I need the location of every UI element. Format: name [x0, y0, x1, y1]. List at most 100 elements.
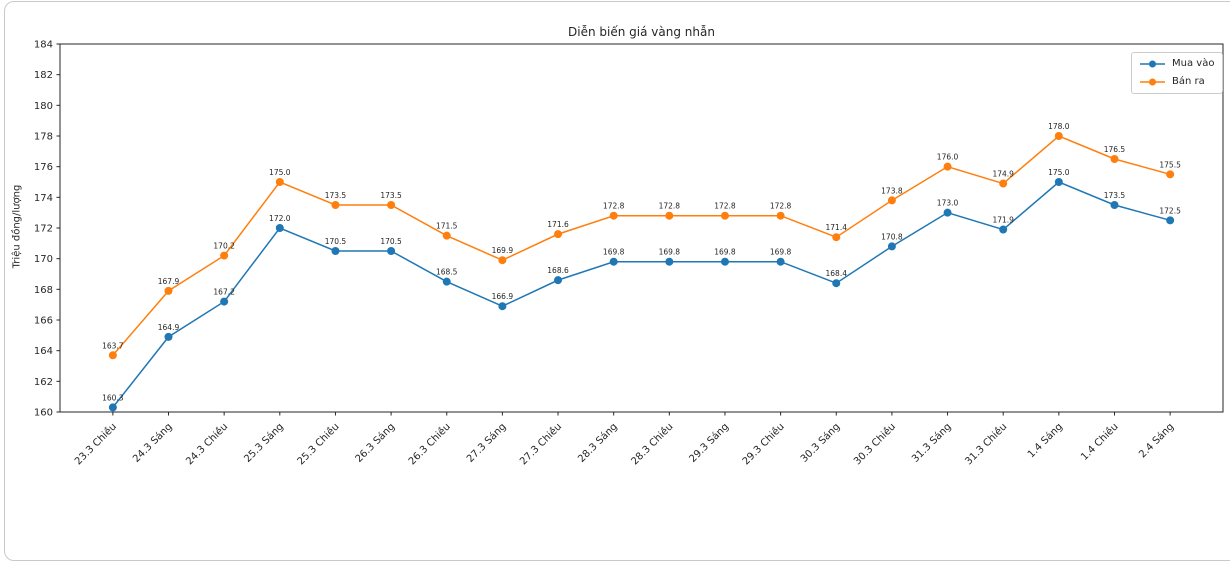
- line-chart: 160 162 164 166 168 170 172 174 176 178 180 182 184 2…: [34, 40, 1224, 468]
- x-tick-label: 28.3 Chiều: [629, 421, 676, 468]
- point-label: 175.5: [1159, 160, 1181, 169]
- data-point: [108, 351, 117, 360]
- data-point: [220, 251, 229, 260]
- point-label: 170.5: [325, 237, 347, 246]
- data-point: [1054, 132, 1063, 140]
- y-tick-label: 170: [34, 254, 53, 265]
- y-tick-label: 160: [34, 408, 53, 419]
- x-tick-label: 26.3 Sáng: [353, 421, 397, 465]
- point-label: 168.6: [547, 266, 569, 275]
- data-point: [164, 332, 173, 341]
- point-label: 171.9: [992, 216, 1014, 225]
- data-point: [275, 224, 284, 232]
- y-tick-label: 168: [34, 285, 53, 296]
- point-label: 172.8: [603, 202, 625, 211]
- point-label: 173.5: [325, 191, 347, 200]
- point-label: 169.8: [603, 248, 625, 257]
- data-point: [609, 211, 618, 220]
- y-tick-label: 182: [34, 70, 53, 81]
- x-tick-label: 25.3 Sáng: [242, 421, 286, 465]
- x-tick-label: 2.4 Sáng: [1136, 421, 1176, 461]
- point-label: 166.9: [492, 292, 514, 301]
- data-point: [943, 208, 952, 217]
- point-label: 169.9: [492, 246, 514, 255]
- x-tick-label: 29.3 Chiều: [740, 421, 787, 468]
- data-point: [275, 178, 284, 186]
- point-label: 176.0: [937, 153, 959, 162]
- data-point: [943, 162, 952, 171]
- data-point: [887, 242, 896, 251]
- data-point: [442, 277, 451, 286]
- point-label: 170.8: [881, 232, 903, 241]
- point-label: 171.4: [826, 223, 848, 232]
- legend-entry-mua-vao: Mua vào: [1139, 58, 1214, 70]
- data-point: [442, 231, 451, 240]
- point-label: 160.3: [102, 393, 124, 402]
- x-tick-label: 31.3 Sáng: [909, 421, 953, 465]
- x-tick-label: 23.3 Chiều: [72, 421, 119, 468]
- data-point: [776, 257, 785, 266]
- x-tick-label: 31.3 Chiều: [963, 421, 1010, 468]
- data-point: [999, 225, 1008, 234]
- point-label: 163.7: [102, 341, 124, 350]
- y-tick-label: 166: [34, 316, 53, 327]
- y-tick-label: 180: [34, 101, 53, 112]
- x-tick-label: 30.3 Sáng: [798, 421, 842, 465]
- x-tick-label: 24.3 Sáng: [130, 421, 174, 465]
- x-tick-label: 27.3 Chiều: [517, 421, 564, 468]
- legend: Mua vào Bán ra: [1131, 52, 1224, 94]
- data-point: [498, 256, 507, 265]
- point-label: 164.9: [158, 323, 180, 332]
- point-label: 172.8: [714, 202, 736, 211]
- data-point: [554, 230, 563, 239]
- y-tick-label: 178: [34, 132, 53, 143]
- point-label: 174.9: [992, 170, 1014, 179]
- point-label: 169.8: [770, 248, 792, 257]
- legend-label-ban-ra: Bán ra: [1172, 76, 1205, 87]
- point-label: 170.2: [213, 242, 235, 251]
- data-point: [1166, 216, 1175, 225]
- point-label: 169.8: [659, 248, 681, 257]
- data-point: [220, 297, 229, 306]
- data-point: [1166, 170, 1175, 179]
- point-label: 176.5: [1104, 145, 1126, 154]
- legend-marker-ban-ra: [1140, 78, 1165, 86]
- y-tick-label: 172: [34, 224, 53, 235]
- data-point: [1110, 155, 1119, 163]
- point-label: 171.6: [547, 220, 569, 229]
- data-point: [331, 247, 340, 255]
- data-point: [1110, 201, 1119, 209]
- data-point: [331, 201, 340, 209]
- point-label: 178.0: [1048, 122, 1070, 131]
- point-label: 171.5: [436, 222, 458, 231]
- data-point: [720, 211, 729, 220]
- series-line-0: [112, 181, 1171, 408]
- x-tick-label: 25.3 Chiều: [295, 421, 342, 468]
- point-label: 167.9: [158, 277, 180, 286]
- data-point: [720, 257, 729, 266]
- x-tick-label: 28.3 Sáng: [576, 421, 620, 465]
- series-line-1: [112, 135, 1171, 356]
- point-label: 168.5: [436, 268, 458, 277]
- legend-dot: [1149, 60, 1156, 68]
- point-label: 175.0: [1048, 168, 1070, 177]
- y-tick-label: 162: [34, 377, 53, 388]
- x-tick-label: 29.3 Sáng: [687, 421, 731, 465]
- data-point: [609, 257, 618, 266]
- point-label: 173.0: [937, 199, 959, 208]
- y-tick-label: 176: [34, 162, 53, 173]
- point-label: 167.2: [213, 288, 235, 297]
- legend-dot: [1149, 78, 1156, 86]
- point-label: 172.8: [659, 202, 681, 211]
- point-label: 172.8: [770, 202, 792, 211]
- data-point: [498, 302, 507, 311]
- chart-title: Diễn biến giá vàng nhẫn: [568, 25, 715, 39]
- point-label: 170.5: [380, 237, 402, 246]
- x-tick-label: 24.3 Chiều: [184, 421, 231, 468]
- point-label: 175.0: [269, 168, 291, 177]
- point-label: 173.8: [881, 186, 903, 195]
- y-axis-label: Triệu đồng/lượng: [11, 184, 23, 269]
- data-point: [832, 233, 841, 242]
- legend-label-mua-vao: Mua vào: [1172, 58, 1215, 69]
- point-label: 173.5: [380, 191, 402, 200]
